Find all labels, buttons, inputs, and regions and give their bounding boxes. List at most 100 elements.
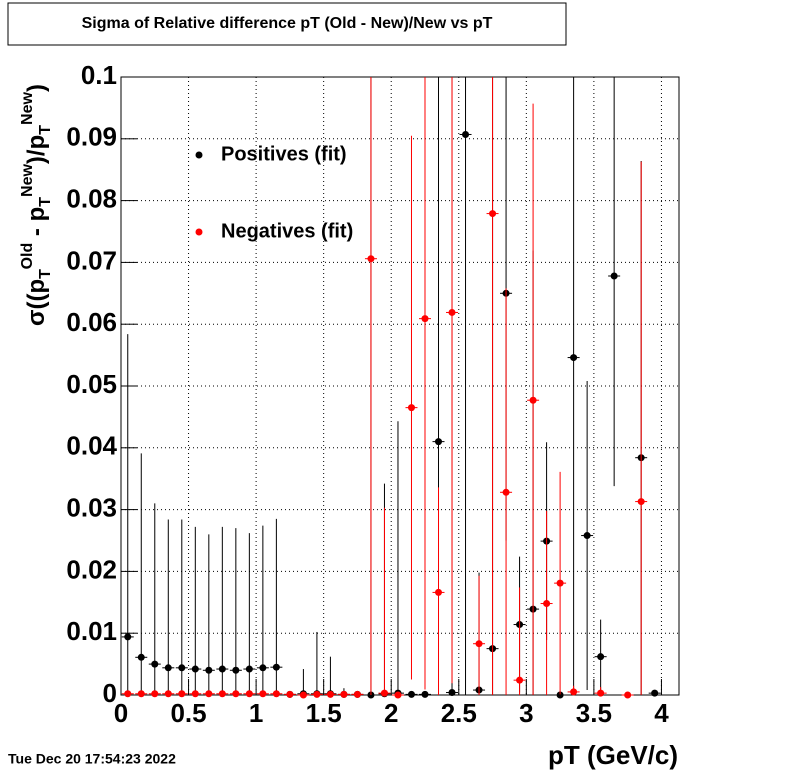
x-tick-label: 3.5: [576, 698, 612, 728]
point: [421, 690, 429, 698]
x-axis-label: pT (GeV/c): [548, 740, 678, 770]
point: [651, 689, 659, 697]
point: [218, 690, 226, 698]
point: [435, 438, 443, 446]
x-tick-label: 4: [654, 698, 669, 728]
point: [597, 653, 605, 661]
point: [164, 690, 172, 698]
point: [151, 660, 159, 668]
y-tick-label: 0.05: [66, 369, 117, 399]
point: [313, 690, 321, 698]
x-tick-label: 1: [249, 698, 263, 728]
point: [124, 633, 132, 641]
y-tick-label: 0.07: [66, 245, 117, 275]
y-label-part: ): [23, 84, 50, 92]
point: [570, 688, 578, 696]
point: [516, 676, 524, 684]
point: [407, 690, 415, 698]
y-tick-label: 0.02: [66, 554, 117, 584]
point: [448, 308, 456, 316]
legend-marker: [195, 151, 203, 159]
x-tick-label: 1.5: [306, 698, 342, 728]
point: [178, 690, 186, 698]
x-tick-label: 2.5: [441, 698, 477, 728]
y-tick-label: 0: [103, 678, 117, 708]
x-tick-label: 3: [519, 698, 533, 728]
y-tick-label: 0.04: [66, 431, 117, 461]
y-tick-label: 0.06: [66, 307, 117, 337]
timestamp: Tue Dec 20 17:54:23 2022: [8, 751, 176, 767]
y-label-sub: T: [37, 269, 54, 279]
point: [367, 255, 375, 263]
x-tick-label: 2: [384, 698, 398, 728]
point: [570, 354, 578, 362]
point: [178, 664, 186, 672]
point: [245, 690, 253, 698]
point: [637, 498, 645, 506]
point: [610, 272, 618, 280]
title-box: [7, 2, 567, 46]
y-label-sub: T: [37, 125, 54, 135]
y-tick-label: 0.1: [81, 60, 117, 90]
y-label-part: σ((p: [23, 279, 50, 326]
y-tick-label: 0.09: [66, 122, 117, 152]
y-axis-label: σ((pTOld - pTNew)/pTNew): [19, 84, 54, 326]
point: [462, 130, 470, 138]
point: [475, 640, 483, 648]
point: [583, 532, 591, 540]
legend-label: Negatives (fit): [221, 220, 353, 242]
y-label-sup: New: [19, 91, 36, 124]
y-label-sup: Old: [19, 243, 36, 270]
point: [448, 689, 456, 697]
point: [205, 690, 213, 698]
point: [137, 653, 145, 661]
point: [489, 210, 497, 218]
legend-marker: [195, 228, 203, 236]
point: [205, 666, 213, 674]
point: [272, 663, 280, 671]
point: [272, 690, 280, 698]
y-label-sub: T: [37, 197, 54, 207]
legend-label: Positives (fit): [221, 143, 347, 165]
point: [353, 690, 361, 698]
point: [245, 665, 253, 673]
point: [124, 690, 132, 698]
point: [299, 691, 307, 699]
chart-title: Sigma of Relative difference pT (Old - N…: [82, 15, 493, 32]
point: [232, 690, 240, 698]
x-tick-label: 0.5: [170, 698, 206, 728]
point: [556, 691, 564, 699]
point: [191, 665, 199, 673]
point: [624, 691, 632, 699]
y-label-sup: New: [19, 164, 36, 197]
y-label-part: )/p: [23, 135, 50, 164]
point: [259, 664, 267, 672]
point: [407, 404, 415, 412]
point: [191, 690, 199, 698]
point: [502, 488, 510, 496]
point: [326, 690, 334, 698]
point: [543, 600, 551, 608]
point: [421, 315, 429, 323]
y-tick-label: 0.08: [66, 183, 117, 213]
y-tick-label: 0.01: [66, 616, 117, 646]
point: [137, 690, 145, 698]
point: [394, 691, 402, 699]
plot-frame: [120, 76, 680, 696]
point: [340, 690, 348, 698]
point: [380, 689, 388, 697]
y-tick-label: 0.03: [66, 492, 117, 522]
point: [151, 690, 159, 698]
y-label-part: - p: [23, 207, 50, 243]
point: [556, 579, 564, 587]
point: [529, 396, 537, 404]
x-tick-label: 0: [114, 698, 128, 728]
point: [164, 664, 172, 672]
point: [597, 689, 605, 697]
point: [259, 690, 267, 698]
point: [435, 588, 443, 596]
point: [286, 690, 294, 698]
point: [232, 666, 240, 674]
point: [218, 665, 226, 673]
